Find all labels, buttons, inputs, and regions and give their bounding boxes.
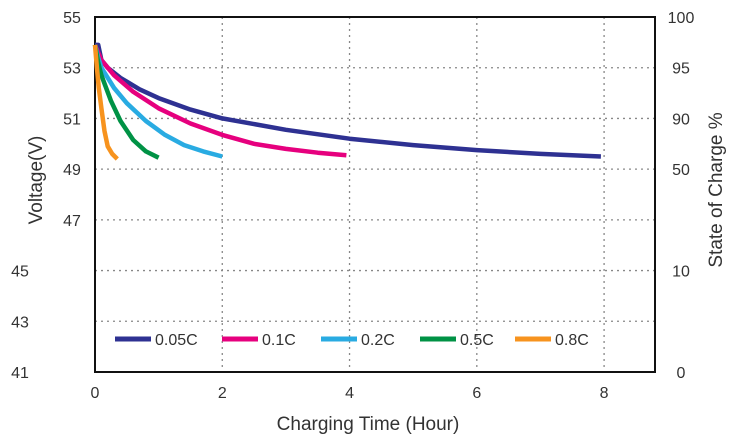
x-tick-labels: 0 2 4 6 8 bbox=[91, 385, 609, 402]
y-tick-label: 47 bbox=[63, 213, 81, 230]
x-tick-label: 8 bbox=[600, 385, 609, 402]
legend: 0.05C 0.1C 0.2C 0.5C 0.8C bbox=[115, 332, 589, 349]
plot-frame bbox=[94, 16, 656, 373]
y-tick-label: 51 bbox=[63, 111, 81, 128]
y-tick-label: 43 bbox=[11, 314, 29, 331]
y-tick-label: 49 bbox=[63, 162, 81, 179]
x-tick-label: 6 bbox=[472, 385, 481, 402]
y-tick-label: 41 bbox=[11, 365, 29, 382]
y2-tick-label: 90 bbox=[672, 111, 690, 128]
y-tick-label: 45 bbox=[11, 264, 29, 281]
y2-tick-label: 50 bbox=[672, 162, 690, 179]
x-tick-label: 0 bbox=[91, 385, 100, 402]
x-tick-label: 2 bbox=[218, 385, 227, 402]
legend-label-1: 0.1C bbox=[262, 332, 296, 349]
y-tick-label: 53 bbox=[63, 61, 81, 78]
series-line-2 bbox=[92, 44, 223, 159]
series-lines bbox=[92, 42, 601, 161]
y2-axis-title: State of Charge % bbox=[706, 112, 727, 267]
x-axis-title: Charging Time (Hour) bbox=[277, 414, 460, 435]
gridlines bbox=[95, 17, 655, 372]
series-line-4 bbox=[92, 44, 119, 161]
legend-label-4: 0.8C bbox=[555, 332, 589, 349]
y2-tick-label: 95 bbox=[672, 61, 690, 78]
y-axis-title: Voltage(V) bbox=[26, 136, 47, 225]
y2-tick-label: 10 bbox=[672, 264, 690, 281]
legend-label-3: 0.5C bbox=[460, 332, 494, 349]
y-tick-labels: 55 53 51 49 47 45 43 41 bbox=[11, 10, 81, 382]
y2-tick-label: 0 bbox=[677, 365, 686, 382]
y-tick-label: 55 bbox=[63, 10, 81, 27]
legend-label-2: 0.2C bbox=[361, 332, 395, 349]
x-tick-label: 4 bbox=[345, 385, 354, 402]
y2-tick-label: 100 bbox=[668, 10, 695, 27]
legend-label-0: 0.05C bbox=[155, 332, 198, 349]
